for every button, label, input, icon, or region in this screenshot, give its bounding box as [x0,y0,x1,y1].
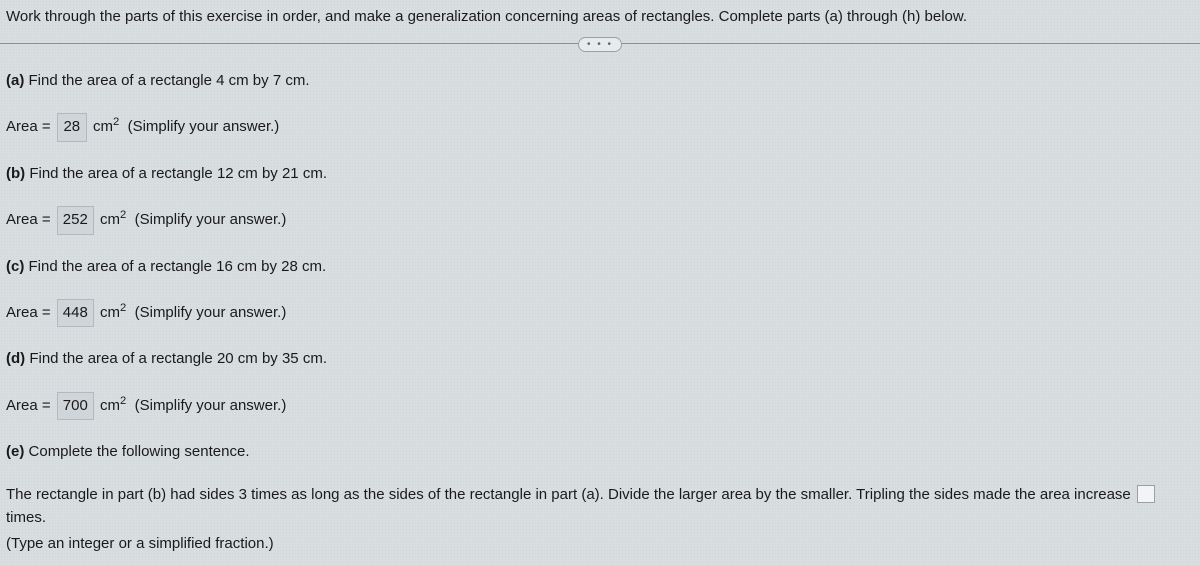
part-d-prefix: Area = [6,397,51,414]
part-a-label: (a) [6,72,24,89]
part-b-hint: (Simplify your answer.) [135,211,287,228]
part-c-hint: (Simplify your answer.) [135,304,287,321]
part-c-label: (c) [6,258,24,275]
part-b-unit: cm2 [100,211,126,228]
part-e-answer-input[interactable] [1137,485,1155,503]
part-e-prompt: Complete the following sentence. [29,443,250,460]
part-c-unit: cm2 [100,304,126,321]
part-b-prefix: Area = [6,211,51,228]
part-a-answer-input[interactable]: 28 [57,113,87,142]
part-d-answer-input[interactable]: 700 [57,392,94,421]
part-e-type-hint: (Type an integer or a simplified fractio… [6,535,274,552]
part-a-prefix: Area = [6,118,51,135]
part-d-prompt: Find the area of a rectangle 20 cm by 35… [29,350,327,367]
part-b-label: (b) [6,165,25,182]
part-c-prompt: Find the area of a rectangle 16 cm by 28… [29,258,327,275]
part-d-hint: (Simplify your answer.) [135,397,287,414]
part-a-hint: (Simplify your answer.) [128,118,280,135]
part-a-unit: cm2 [93,118,119,135]
part-e-sentence-before: The rectangle in part (b) had sides 3 ti… [6,486,1131,503]
part-a-prompt: Find the area of a rectangle 4 cm by 7 c… [29,72,310,89]
part-c-prefix: Area = [6,304,51,321]
part-b-prompt: Find the area of a rectangle 12 cm by 21… [29,165,327,182]
part-d-unit: cm2 [100,397,126,414]
part-d-label: (d) [6,350,25,367]
part-e-sentence-after: times. [6,509,46,526]
instructions-text: Work through the parts of this exercise … [6,8,1194,25]
part-e-label: (e) [6,443,24,460]
more-button[interactable]: • • • [578,37,622,52]
part-b-answer-input[interactable]: 252 [57,206,94,235]
part-c-answer-input[interactable]: 448 [57,299,94,328]
